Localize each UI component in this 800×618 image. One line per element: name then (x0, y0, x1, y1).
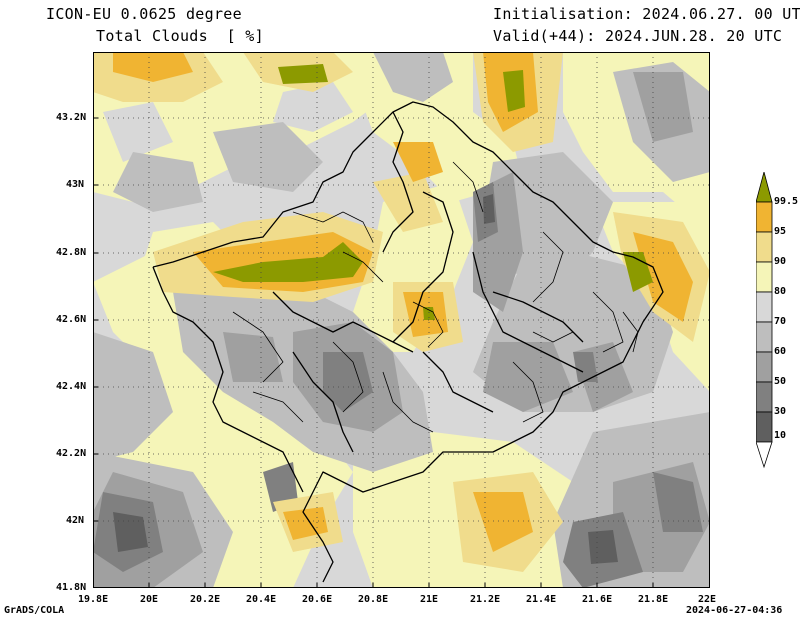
lon-label: 20E (140, 594, 159, 605)
lat-label: 42.8N (56, 247, 87, 258)
legend-swatch-10 (755, 411, 773, 443)
variable-title: Total Clouds [ %] (96, 27, 264, 45)
cloud-995-zones (213, 64, 653, 320)
colorbar-svg (755, 170, 773, 469)
lon-label: 21.6E (582, 594, 613, 605)
lat-label: 43.2N (56, 112, 87, 123)
lon-label: 19.8E (78, 594, 109, 605)
lon-label: 21.4E (526, 594, 557, 605)
lon-label: 20.4E (246, 594, 277, 605)
init-time: Initialisation: 2024.06.27. 00 UTC (493, 5, 800, 23)
legend-swatch-995 (755, 170, 773, 203)
legend-swatch-90 (755, 231, 773, 263)
legend-label: 10 (774, 430, 787, 441)
lat-label: 42.2N (56, 448, 87, 459)
footer-timestamp: 2024-06-27-04:36 (686, 605, 783, 616)
legend-label: 60 (774, 346, 787, 357)
lat-label: 42N (66, 515, 85, 526)
lon-label: 20.6E (302, 594, 333, 605)
tick-marks (93, 117, 654, 588)
legend-label: 95 (774, 226, 787, 237)
lon-label: 21E (420, 594, 439, 605)
footer-credit: GrADS/COLA (4, 605, 65, 616)
lat-label: 41.8N (56, 582, 87, 593)
lon-label: 20.2E (190, 594, 221, 605)
lon-label: 21.8E (638, 594, 669, 605)
colorbar-legend: 99.5 95 90 80 70 60 50 30 10 (755, 170, 800, 472)
legend-label: 30 (774, 406, 787, 417)
lat-label: 43N (66, 179, 85, 190)
legend-label: 80 (774, 286, 787, 297)
lon-label: 21.2E (470, 594, 501, 605)
legend-label: 50 (774, 376, 787, 387)
regional-borders (232, 161, 639, 433)
legend-swatch-80 (755, 261, 773, 293)
cloud-map-svg (93, 52, 710, 588)
country-borders (152, 101, 664, 583)
lat-label: 42.4N (56, 381, 87, 392)
cloud-map (93, 52, 710, 588)
legend-label: 90 (774, 256, 787, 267)
legend-label: 99.5 (774, 196, 799, 207)
lat-label: 42.6N (56, 314, 87, 325)
legend-swatch-50 (755, 351, 773, 383)
legend-swatch-30 (755, 381, 773, 413)
lon-label: 22E (698, 594, 717, 605)
legend-swatch-0 (755, 441, 773, 469)
legend-swatch-60 (755, 321, 773, 353)
legend-label: 70 (774, 316, 787, 327)
valid-time: Valid(+44): 2024.JUN.28. 20 UTC (493, 27, 783, 45)
legend-swatch-70 (755, 291, 773, 323)
model-title: ICON-EU 0.0625 degree (46, 5, 242, 23)
lon-label: 20.8E (358, 594, 389, 605)
cloud-10-zones (113, 194, 618, 564)
legend-swatch-95 (755, 201, 773, 233)
